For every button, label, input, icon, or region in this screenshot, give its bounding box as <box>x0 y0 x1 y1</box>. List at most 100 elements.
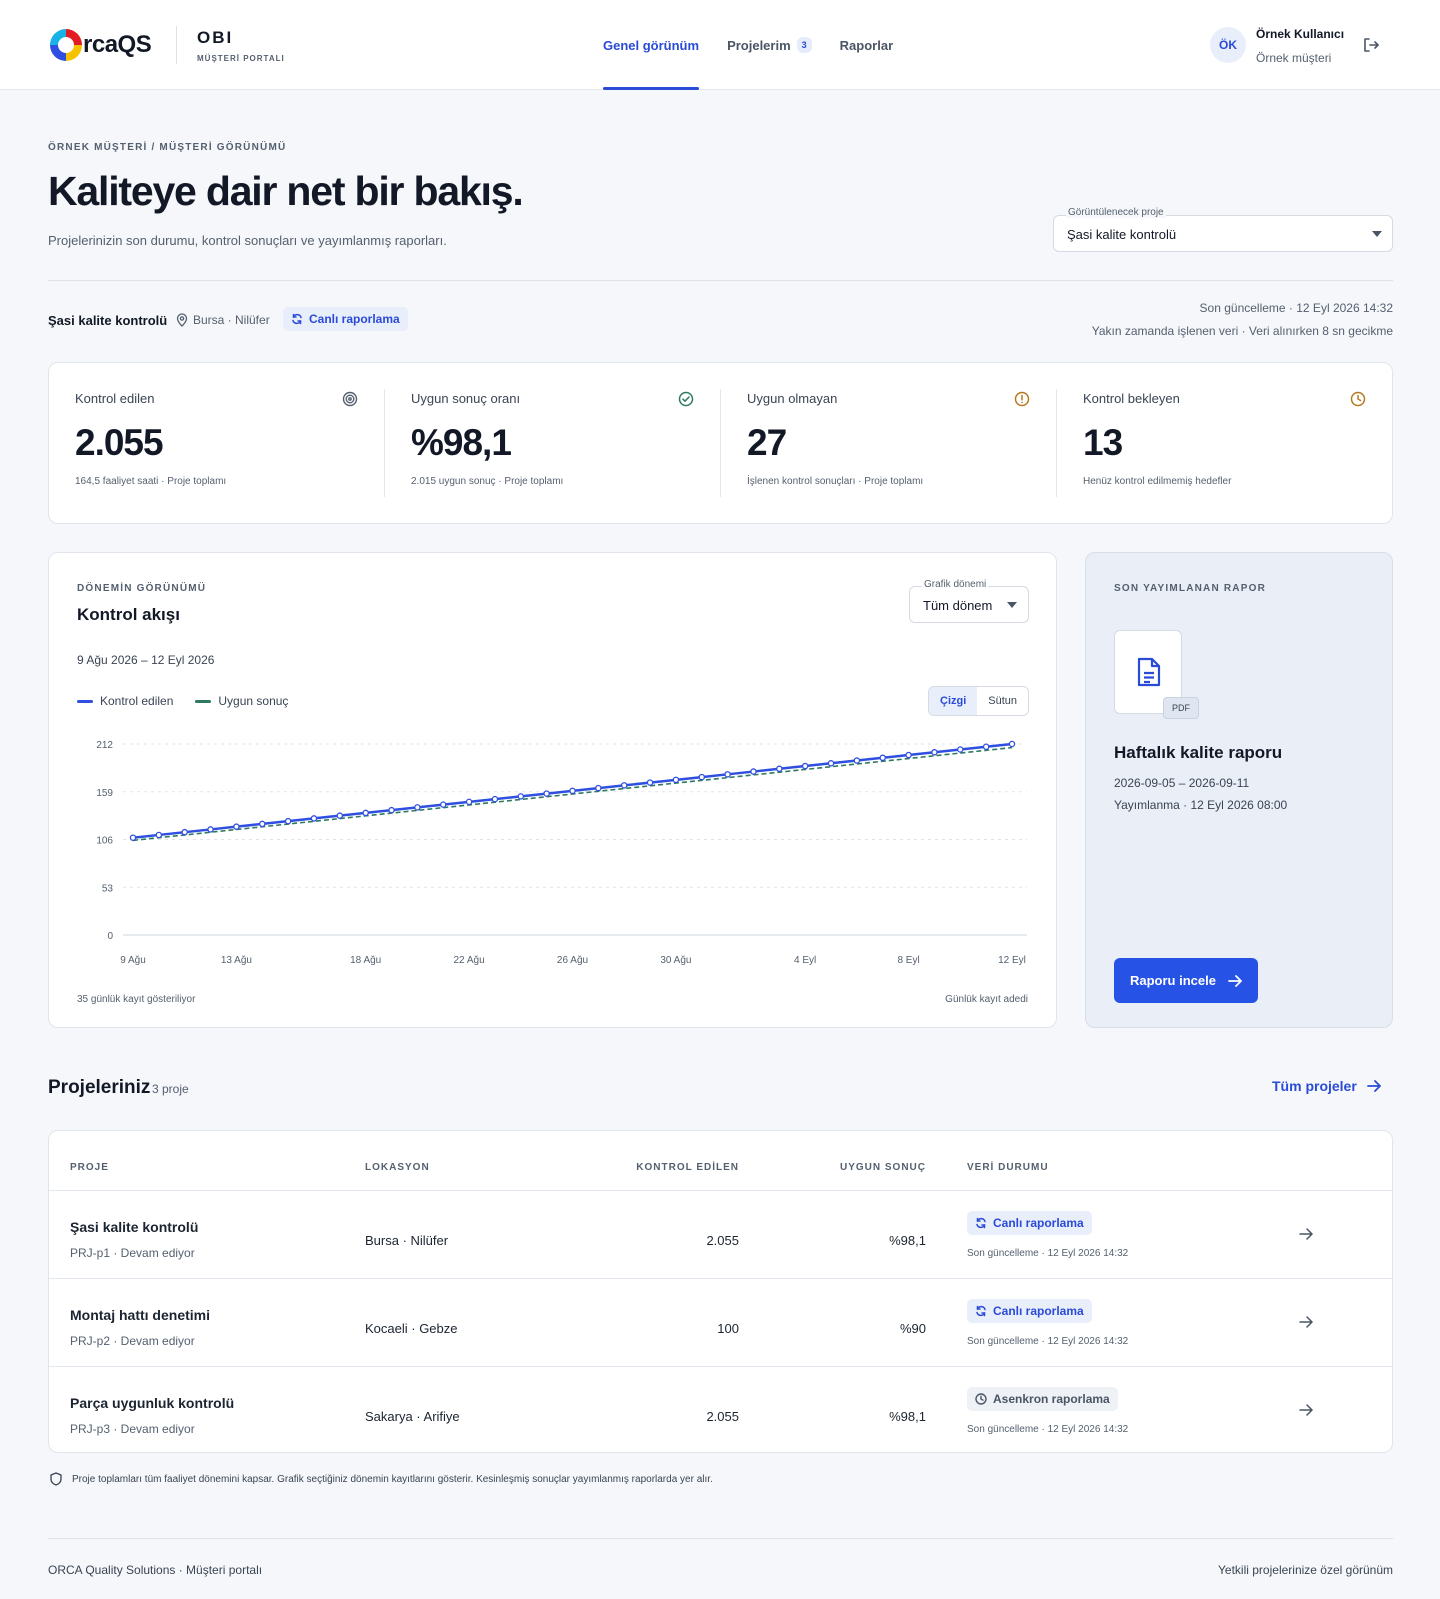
page-subtitle: Projelerinizin son durumu, kontrol sonuç… <box>48 233 447 248</box>
x-tick-label: 9 Ağu <box>120 955 146 966</box>
alert-circle-icon <box>1014 391 1030 407</box>
footer-left: ORCA Quality Solutions · Müşteri portalı <box>48 1563 263 1577</box>
project-select[interactable]: Görüntülenecek proje Şasi kalite kontrol… <box>1053 207 1393 252</box>
report-eyebrow: SON YAYIMLANAN RAPOR <box>1114 583 1266 594</box>
data-point <box>129 834 137 841</box>
pdf-badge: PDF <box>1163 697 1199 719</box>
data-point <box>259 820 266 828</box>
chart-footer-right: Günlük kayıt adedi <box>945 994 1028 1005</box>
project-checked: 2.055 <box>706 1233 739 1248</box>
chevron-down-icon <box>1372 231 1382 237</box>
toggle-line[interactable]: Çizgi <box>929 687 978 715</box>
last-update: Son güncelleme · 12 Eyl 2026 14:32 <box>1199 301 1393 315</box>
data-point <box>853 757 861 764</box>
x-tick-label: 4 Eyl <box>794 955 816 966</box>
orca-logo[interactable]: rcaQS <box>50 27 152 63</box>
data-point <box>284 817 292 825</box>
status-badge: Canlı raporlama <box>967 1211 1092 1235</box>
project-name: Parça uygunluk kontrolü <box>70 1395 235 1411</box>
status-badge: Canlı raporlama <box>967 1299 1092 1323</box>
clock-icon <box>1350 391 1366 407</box>
nav-reports[interactable]: Raporlar <box>840 0 893 90</box>
chart-period-value: Tüm dönem <box>923 598 993 613</box>
arrow-right-icon[interactable] <box>1299 1404 1313 1416</box>
kpi-label: Uygun sonuç oranı <box>411 391 521 406</box>
status-badge: Asenkron raporlama <box>967 1387 1118 1411</box>
data-point <box>439 801 447 808</box>
chart-period-label: Grafik dönemi <box>922 579 989 590</box>
x-tick-label: 30 Ağu <box>660 955 691 966</box>
chart-date-range: 9 Ağu 2026 – 12 Eyl 2026 <box>77 653 215 667</box>
kpi-checked: Kontrol edilen 2.055 164,5 faaliyet saat… <box>49 389 385 497</box>
footer-divider <box>48 1538 1393 1539</box>
project-location: Sakarya · Arifiye <box>365 1409 460 1424</box>
brand-name: OBI <box>197 28 234 47</box>
data-point <box>569 787 576 795</box>
x-tick-label: 26 Ağu <box>557 955 588 966</box>
data-point <box>517 793 525 800</box>
toggle-column[interactable]: Sütun <box>988 695 1018 707</box>
chart-type-toggle: Çizgi Sütun <box>928 686 1030 716</box>
legend-swatch <box>195 699 212 703</box>
footer-right: Yetkili projelerinize özel görünüm <box>1218 1563 1393 1577</box>
avatar[interactable]: ÖK <box>1210 27 1246 63</box>
clock-icon <box>975 1393 987 1405</box>
current-project-name: Şasi kalite kontrolü <box>48 313 168 328</box>
kpi-note: 164,5 faaliyet saati · Proje toplamı <box>75 476 227 487</box>
user-role: Örnek müşteri <box>1256 51 1332 65</box>
project-ok-rate: %90 <box>899 1321 926 1336</box>
table-row[interactable]: Parça uygunluk kontrolü PRJ-p3 · Devam e… <box>49 1366 1392 1454</box>
status-label: Asenkron raporlama <box>993 1392 1110 1406</box>
chart-period-select[interactable]: Grafik dönemi Tüm dönem <box>909 579 1029 623</box>
top-bar: rcaQS OBI MÜŞTERİ PORTALI Genel görünüm … <box>0 0 1440 90</box>
row-last-update: Son güncelleme · 12 Eyl 2026 14:32 <box>967 1336 1129 1347</box>
report-dates: 2026-09-05 – 2026-09-11 <box>1114 776 1250 790</box>
kpi-label: Uygun olmayan <box>747 391 838 406</box>
page-title: Kaliteye dair net bir bakış. <box>48 168 524 214</box>
current-project-location: Bursa · Nilüfer <box>176 313 270 327</box>
x-tick-label: 18 Ağu <box>350 955 381 966</box>
kpi-note: İşlenen kontrol sonuçları · Proje toplam… <box>747 476 924 487</box>
table-row[interactable]: Şasi kalite kontrolü PRJ-p1 · Devam ediy… <box>49 1190 1392 1278</box>
kpi-label: Kontrol edilen <box>75 391 155 406</box>
nav-overview[interactable]: Genel görünüm <box>603 0 700 90</box>
data-point <box>336 812 344 819</box>
data-point <box>827 760 835 767</box>
legend-label: Uygun sonuç <box>218 694 289 708</box>
refresh-icon <box>976 1305 986 1317</box>
kpi-pass-rate: Uygun sonuç oranı %98,1 2.015 uygun sonu… <box>385 389 721 497</box>
live-reporting-label: Canlı raporlama <box>309 312 400 326</box>
refresh-icon <box>976 1217 986 1229</box>
column-header: VERİ DURUMU <box>967 1162 1049 1173</box>
data-point <box>879 754 886 762</box>
view-report-button[interactable]: Raporu incele <box>1114 958 1258 1003</box>
kpi-value: %98,1 <box>411 422 512 463</box>
projects-table: PROJE LOKASYON KONTROL EDİLEN UYGUN SONU… <box>48 1130 1393 1453</box>
column-header: LOKASYON <box>365 1162 430 1173</box>
logout-icon[interactable] <box>1362 36 1380 54</box>
chart-footer-left: 35 günlük kayıt gösteriliyor <box>77 994 196 1005</box>
arrow-right-icon <box>1228 974 1242 987</box>
legend-label: Kontrol edilen <box>100 694 174 708</box>
kpi-label: Kontrol bekleyen <box>1083 391 1180 406</box>
project-ok-rate: %98,1 <box>889 1233 926 1248</box>
data-point <box>776 765 783 773</box>
nav-my-projects[interactable]: Projelerim 3 <box>727 0 812 90</box>
data-point <box>620 782 628 789</box>
all-projects-link[interactable]: Tüm projeler <box>1272 1078 1381 1094</box>
target-icon <box>342 391 358 407</box>
project-select-value: Şasi kalite kontrolü <box>1067 227 1177 242</box>
data-point <box>646 779 654 786</box>
nav-overview-label: Genel görünüm <box>603 37 700 53</box>
project-name: Montaj hattı denetimi <box>70 1307 210 1323</box>
x-tick-label: 22 Ağu <box>454 955 485 966</box>
table-row[interactable]: Montaj hattı denetimi PRJ-p2 · Devam edi… <box>49 1278 1392 1366</box>
project-name: Şasi kalite kontrolü <box>70 1219 199 1235</box>
arrow-right-icon[interactable] <box>1299 1316 1313 1328</box>
data-point <box>207 826 214 833</box>
kpi-nonconforming: Uygun olmayan 27 İşlenen kontrol sonuçla… <box>721 389 1057 497</box>
data-point <box>982 743 990 751</box>
data-point <box>1008 740 1016 748</box>
arrow-right-icon[interactable] <box>1299 1228 1313 1240</box>
row-last-update: Son güncelleme · 12 Eyl 2026 14:32 <box>967 1248 1129 1259</box>
